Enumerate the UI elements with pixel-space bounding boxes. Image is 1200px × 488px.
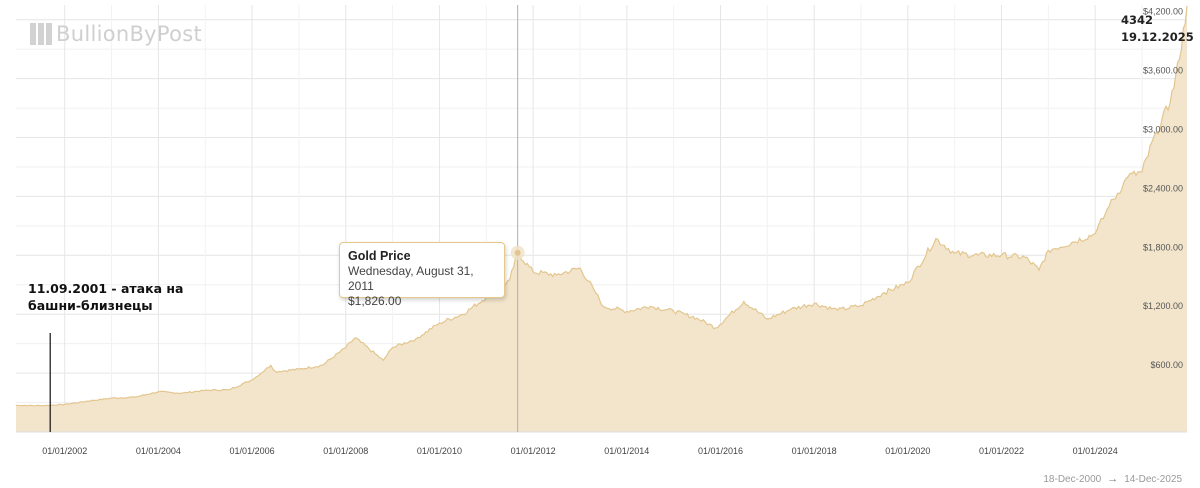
tooltip-price: $1,826.00 [348, 294, 402, 308]
x-tick-label: 01/01/2004 [136, 446, 181, 456]
x-tick-label: 01/01/2008 [323, 446, 368, 456]
x-tick-label: 01/01/2024 [1073, 446, 1118, 456]
y-tick-label: $3,000.00 [1143, 125, 1183, 135]
x-tick-label: 01/01/2022 [979, 446, 1024, 456]
price-area-fill [16, 5, 1187, 433]
range-from: 18-Dec-2000 [1043, 473, 1102, 485]
x-tick-label: 01/01/2014 [604, 446, 649, 456]
x-tick-label: 01/01/2012 [511, 446, 556, 456]
y-tick-label: $1,200.00 [1143, 301, 1183, 311]
x-tick-labels: 01/01/2002 01/01/2004 01/01/2006 01/01/2008… [42, 446, 1118, 456]
x-tick-label: 01/01/2016 [698, 446, 743, 456]
price-tooltip: Gold Price Wednesday, August 31, 2011 $1… [339, 242, 505, 308]
y-tick-label: $600.00 [1150, 360, 1183, 370]
price-series-line [16, 5, 1188, 407]
range-arrow-icon: → [1107, 473, 1119, 485]
bullionbypost-logo: BullionByPost [30, 22, 202, 46]
chart-marks [16, 5, 1187, 433]
range-to: 14-Dec-2025 [1124, 473, 1182, 485]
highlight-point [514, 249, 521, 256]
y-tick-label: $2,400.00 [1143, 183, 1183, 193]
date-range: 18-Dec-2000 → 14-Dec-2025 [1043, 473, 1182, 485]
logo-bars-icon [30, 23, 52, 45]
x-tick-label: 01/01/2010 [417, 446, 462, 456]
x-tick-label: 01/01/2006 [230, 446, 275, 456]
latest-price-value: 4342 [1121, 13, 1154, 27]
tooltip-title: Gold Price [348, 249, 411, 263]
y-tick-label: $3,600.00 [1143, 66, 1183, 76]
y-tick-labels: $600.00 $1,200.00 $1,800.00 $2,400.00 $3,000… [1143, 7, 1183, 370]
logo-text: BullionByPost [56, 22, 203, 46]
tooltip-date: Wednesday, August 31, 2011 [348, 264, 474, 293]
latest-price-date: 19.12.2025 [1121, 30, 1194, 44]
event-annotation: 11.09.2001 - атака на башни-близнецы [28, 281, 184, 313]
x-tick-label: 01/01/2002 [42, 446, 87, 456]
price-area [16, 5, 1188, 433]
x-tick-label: 01/01/2020 [885, 446, 930, 456]
x-tick-label: 01/01/2018 [792, 446, 837, 456]
y-tick-label: $1,800.00 [1143, 242, 1183, 252]
y-tick-label: $4,200.00 [1143, 7, 1183, 17]
